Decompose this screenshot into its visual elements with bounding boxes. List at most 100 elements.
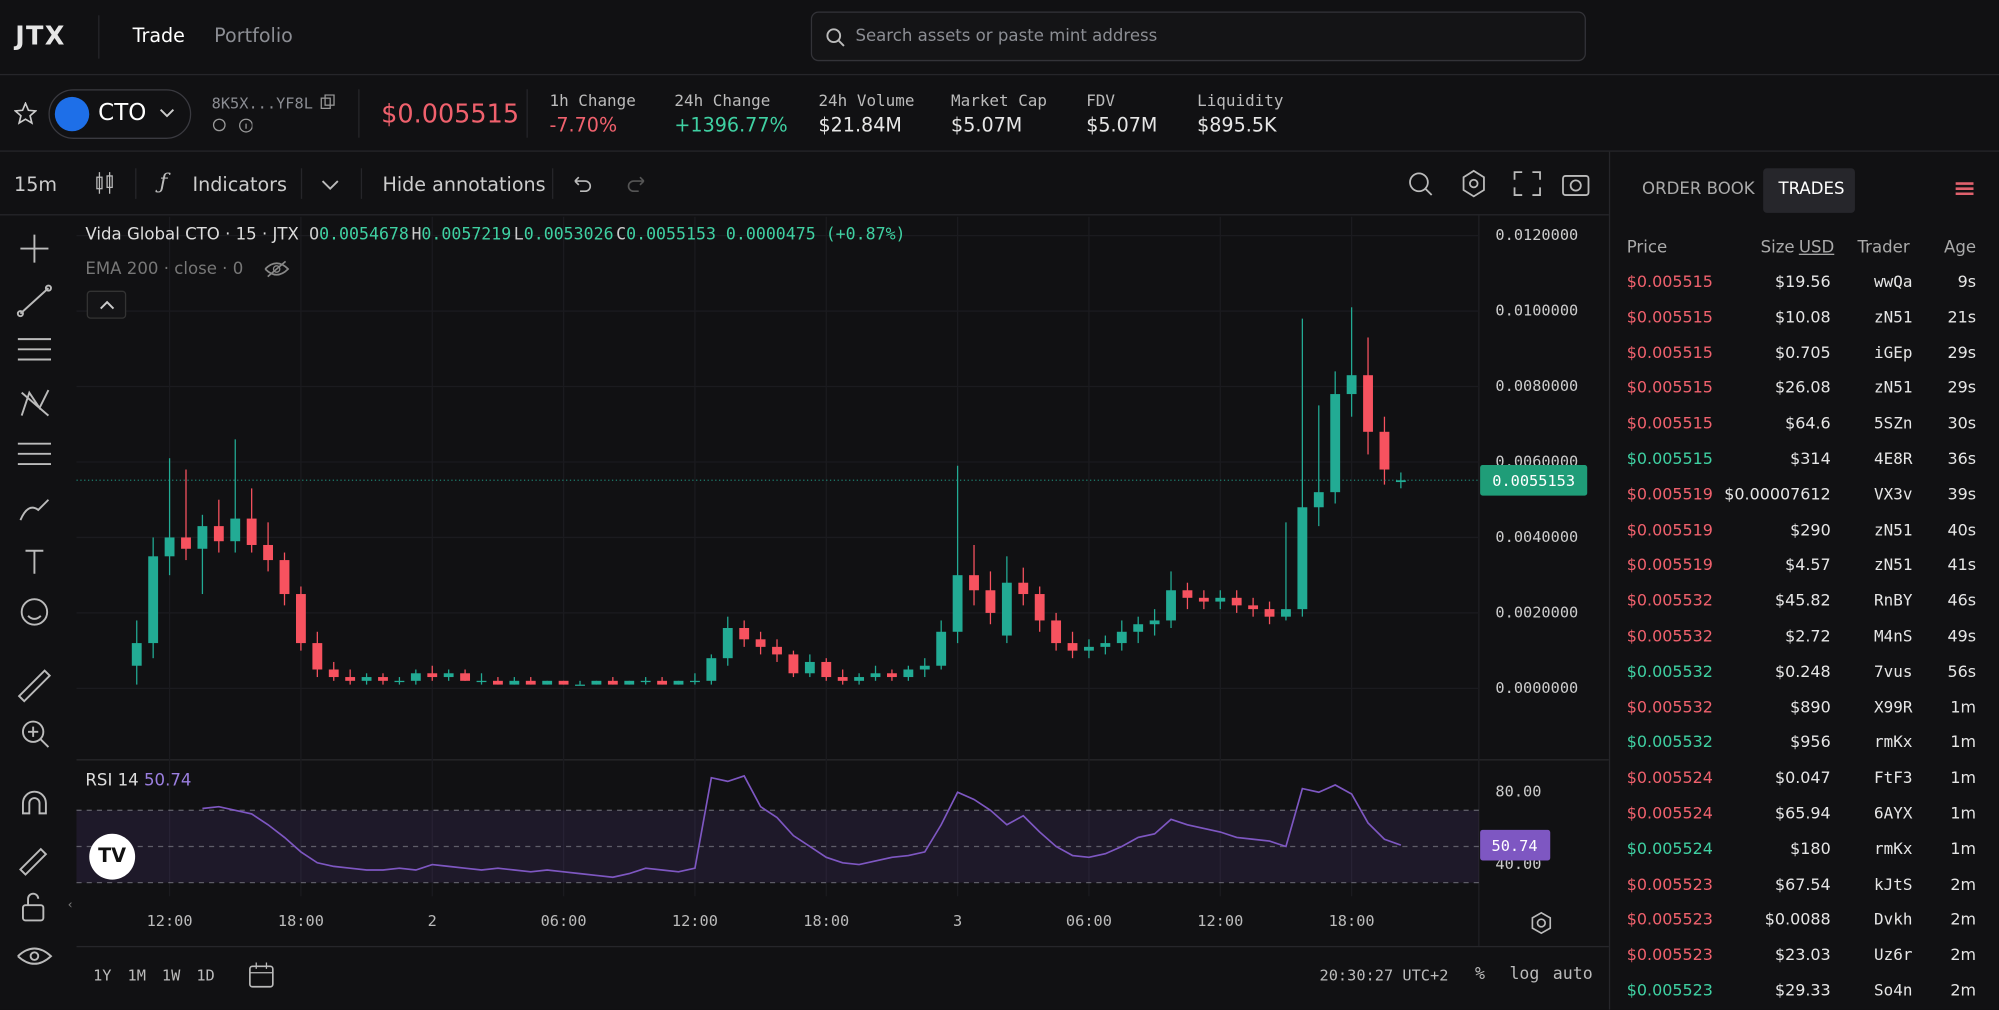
trade-age: 2m bbox=[1950, 980, 1977, 1000]
range-button[interactable]: 1Y bbox=[93, 966, 112, 985]
trade-trader[interactable]: zN51 bbox=[1874, 306, 1913, 327]
trade-trader[interactable]: FtF3 bbox=[1874, 767, 1913, 787]
date-range-icon[interactable] bbox=[247, 961, 275, 989]
interval[interactable]: 15m bbox=[14, 173, 57, 197]
range-button[interactable]: 1W bbox=[161, 966, 181, 985]
scale-option[interactable]: log bbox=[1509, 965, 1540, 985]
chevron[interactable] bbox=[321, 178, 339, 191]
candle-body bbox=[607, 680, 618, 685]
trade-trader[interactable]: zN51 bbox=[1874, 555, 1913, 575]
candle-body bbox=[1182, 590, 1193, 598]
candle-body bbox=[1084, 646, 1094, 651]
tab-order-book[interactable]: ORDER BOOK bbox=[1642, 179, 1755, 199]
legend-value: 0.0055153 bbox=[626, 225, 716, 245]
candle-body bbox=[1363, 375, 1373, 432]
stat-value: +1396.77% bbox=[674, 113, 788, 137]
trade-age: 46s bbox=[1947, 590, 1977, 610]
trade-price: $0.005524 bbox=[1626, 767, 1713, 787]
drawing-tools[interactable]: ‹ bbox=[0, 217, 71, 1007]
candle-type-icon[interactable] bbox=[93, 171, 116, 196]
candle-body bbox=[1166, 590, 1176, 621]
nav-tab[interactable]: Trade bbox=[132, 24, 185, 48]
tab-trades-active[interactable]: TRADES bbox=[1763, 168, 1855, 213]
candle-body bbox=[1198, 597, 1209, 602]
token-links[interactable] bbox=[212, 117, 253, 134]
token-selector[interactable]: CTO bbox=[48, 89, 192, 139]
trade-trader[interactable]: iGEp bbox=[1874, 342, 1913, 362]
undo-redo[interactable] bbox=[570, 173, 649, 193]
token-price: $0.005515 bbox=[381, 98, 520, 129]
trade-trader[interactable]: zN51 bbox=[1874, 519, 1913, 539]
candle-body bbox=[378, 677, 388, 681]
trade-trader[interactable]: 6AYX bbox=[1874, 803, 1913, 823]
y-tick-label: 0.0040000 bbox=[1495, 528, 1578, 546]
rsi-line bbox=[202, 774, 1402, 879]
clock: 20:30:27 UTC+2 bbox=[1319, 966, 1449, 985]
chart-actions[interactable] bbox=[1405, 168, 1596, 199]
trade-trader[interactable]: 5SZn bbox=[1874, 413, 1913, 433]
trade-trader[interactable]: RnBY bbox=[1874, 590, 1913, 610]
candle-body bbox=[460, 673, 471, 681]
candle-body bbox=[870, 673, 881, 678]
column-unit[interactable]: USD bbox=[1798, 238, 1835, 258]
svg-text:‹: ‹ bbox=[66, 897, 71, 913]
trade-age: 2m bbox=[1950, 874, 1977, 894]
range-button[interactable]: 1M bbox=[127, 966, 146, 985]
trade-trader[interactable]: Uz6r bbox=[1874, 944, 1913, 965]
rsi-title: RSI 14 bbox=[85, 771, 139, 791]
scale-option[interactable]: auto bbox=[1552, 965, 1593, 985]
trade-trader[interactable]: VX3v bbox=[1874, 484, 1913, 504]
trade-size: $956 bbox=[1790, 732, 1831, 752]
trade-trader[interactable]: rmKx bbox=[1874, 838, 1913, 858]
trade-trader[interactable]: So4n bbox=[1874, 980, 1913, 1000]
divider bbox=[135, 168, 137, 199]
x-tick-label: 18:00 bbox=[278, 912, 324, 930]
menu-icon[interactable] bbox=[1954, 181, 1974, 199]
trade-trader[interactable]: M4nS bbox=[1874, 625, 1913, 646]
trade-size: $0.248 bbox=[1774, 661, 1831, 681]
hidden-eye-icon[interactable] bbox=[263, 259, 291, 279]
trade-price: $0.005524 bbox=[1626, 838, 1713, 858]
candle-body bbox=[295, 594, 306, 644]
logo[interactable]: JTX bbox=[15, 20, 66, 51]
candle-body bbox=[1034, 594, 1045, 621]
divider bbox=[1608, 151, 1611, 1010]
rsi-value: 50.74 bbox=[143, 771, 192, 791]
legend-change: 0.0000475 (+0.87%) bbox=[725, 225, 906, 245]
trade-trader[interactable]: rmKx bbox=[1874, 732, 1913, 752]
legend-key: O bbox=[309, 225, 320, 245]
search-box[interactable]: Search assets or paste mint address bbox=[810, 11, 1586, 62]
trade-trader[interactable]: Dvkh bbox=[1874, 909, 1913, 929]
trade-age: 40s bbox=[1947, 519, 1977, 539]
hide-annotations-button[interactable]: Hide annotations bbox=[382, 173, 546, 197]
favorite-star[interactable] bbox=[14, 101, 37, 125]
candle-body bbox=[1051, 620, 1062, 644]
trade-trader[interactable]: 7vus bbox=[1874, 661, 1913, 681]
candle-body bbox=[246, 518, 257, 545]
candle-body bbox=[164, 537, 175, 557]
divider bbox=[0, 73, 1999, 76]
trade-price: $0.005532 bbox=[1626, 732, 1713, 752]
trade-trader[interactable]: kJtS bbox=[1874, 874, 1913, 894]
collapse-legend[interactable] bbox=[86, 290, 127, 319]
copy-icon[interactable] bbox=[320, 94, 335, 110]
nav-tab[interactable]: Portfolio bbox=[214, 24, 293, 48]
settings-icon[interactable] bbox=[1530, 911, 1553, 935]
last-price-tag bbox=[1480, 464, 1588, 496]
scale-option[interactable]: % bbox=[1475, 965, 1486, 985]
trade-trader[interactable]: 4E8R bbox=[1874, 448, 1913, 468]
tradingview-logo[interactable]: TV bbox=[89, 833, 136, 880]
candle-body bbox=[525, 680, 536, 685]
trade-size: $67.54 bbox=[1774, 874, 1831, 894]
tab-trades: TRADES bbox=[1778, 179, 1845, 199]
range-button[interactable]: 1D bbox=[196, 966, 215, 985]
indicators-button[interactable]: Indicators bbox=[192, 173, 287, 197]
trade-price: $0.005515 bbox=[1626, 448, 1713, 468]
ema-legend: EMA 200 · close · 0 bbox=[85, 260, 244, 280]
trade-trader[interactable]: zN51 bbox=[1874, 377, 1913, 397]
trade-trader[interactable]: X99R bbox=[1874, 696, 1913, 716]
trade-trader[interactable]: wwQa bbox=[1874, 271, 1913, 291]
candle-body bbox=[509, 680, 520, 685]
candle-body bbox=[492, 680, 503, 685]
